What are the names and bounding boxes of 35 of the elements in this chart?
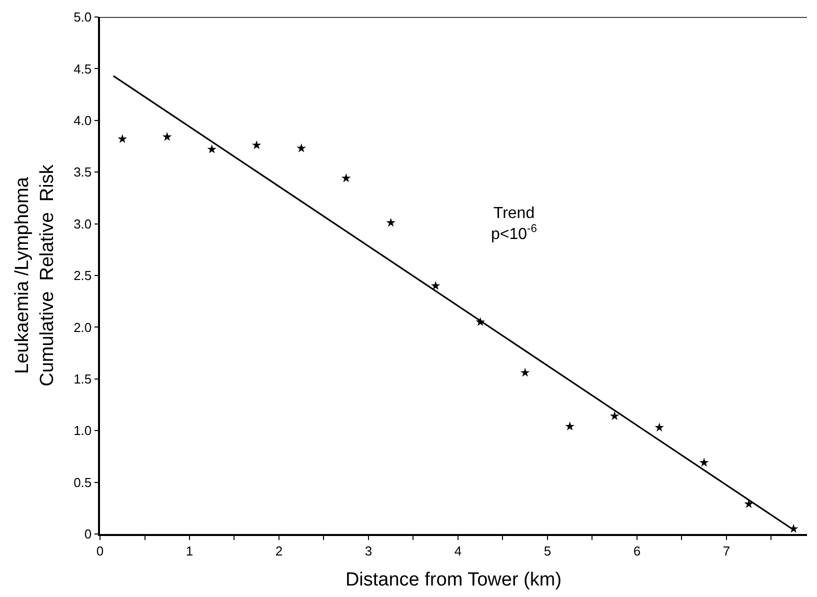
y-tick-label: 1.5 (74, 371, 92, 386)
point (341, 173, 351, 182)
y-tick-label: 2.0 (74, 320, 92, 335)
x-tick-label: 6 (633, 543, 641, 558)
point (654, 422, 664, 432)
x-tick-label: 5 (544, 543, 552, 558)
point (565, 422, 574, 430)
y-tick-label: 0 (84, 526, 92, 542)
point (430, 280, 440, 290)
x-tick-label: 1 (186, 543, 194, 558)
point (118, 134, 128, 143)
y-tick-label: 3.0 (74, 216, 92, 232)
y-tick-label: 0.5 (74, 474, 92, 490)
y-tick-label: 4.0 (74, 112, 92, 128)
y-tick-label: 4.5 (74, 61, 92, 76)
x-tick-label: 2 (275, 543, 283, 558)
point (699, 458, 709, 467)
y-tick-label: 2.5 (74, 268, 92, 284)
point (207, 144, 217, 154)
point (610, 411, 620, 420)
point (386, 218, 396, 227)
point (296, 143, 306, 152)
x-tick-label: 7 (722, 543, 730, 558)
y-tick-label: 3.5 (74, 164, 92, 180)
x-tick-label: 3 (364, 543, 372, 558)
point (162, 132, 172, 141)
x-tick-label: 0 (96, 543, 104, 558)
x-tick-label: 4 (454, 543, 462, 558)
annotation: Trend p<10$^{-6}$ (491, 205, 537, 243)
x-axis-title: Distance from Tower (km) (345, 570, 562, 591)
y-axis-title: Leukaemia /Lymphoma Cumulative Relative Risk (12, 164, 58, 386)
y-tick-label: 1.0 (74, 423, 92, 438)
point (252, 140, 262, 150)
y-tick-label: 5.0 (74, 10, 92, 25)
point (520, 368, 530, 377)
